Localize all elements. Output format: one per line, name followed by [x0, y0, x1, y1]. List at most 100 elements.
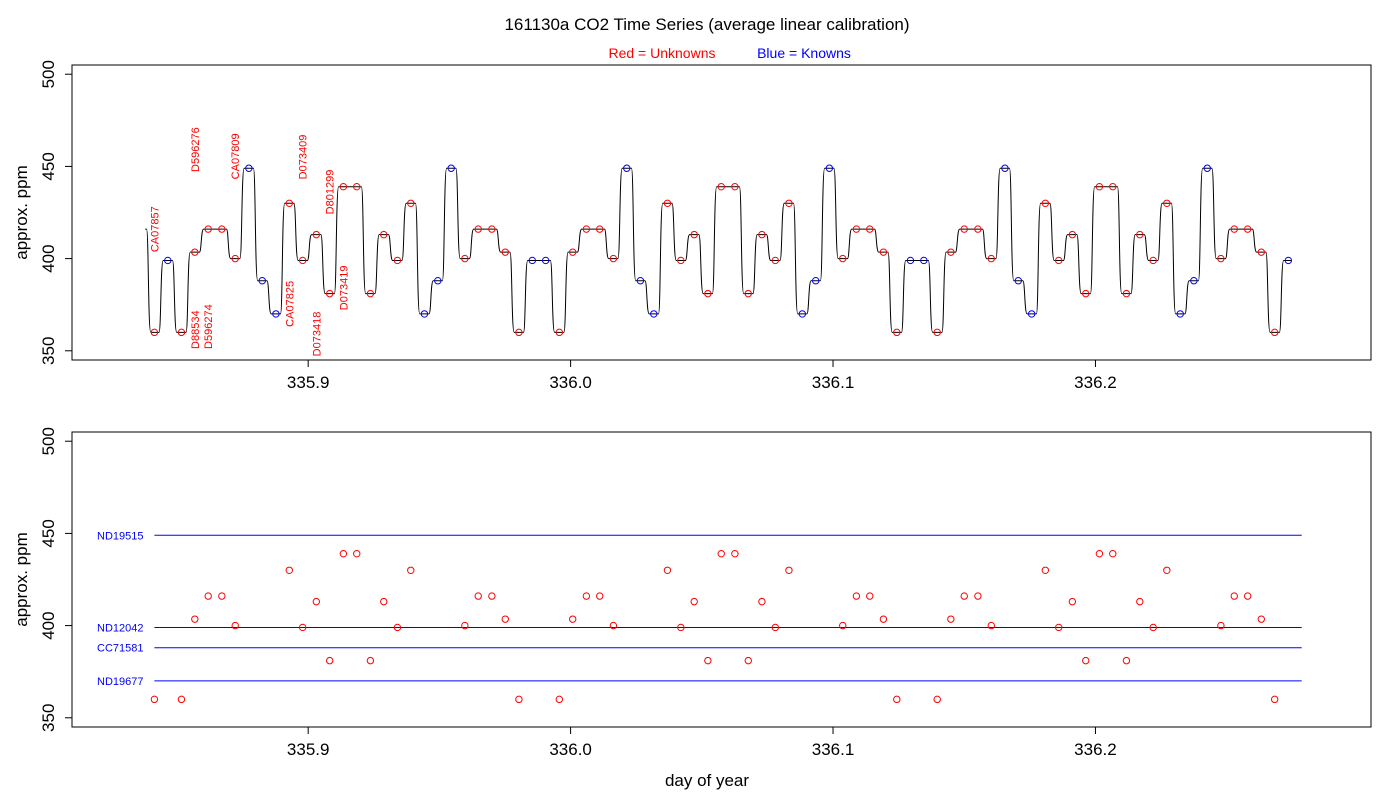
- bottom-x-tick-label: 335.9: [287, 740, 330, 759]
- top-points-layer: [150, 164, 1293, 337]
- unknown-point: [285, 566, 293, 574]
- bottom-y-tick-label: 350: [39, 704, 58, 732]
- bottom-y-tick-label: 450: [39, 519, 58, 547]
- unknown-point: [191, 248, 199, 256]
- top-panel: 350 400 450 500 335.9 336.0 336.1 336.2 approx…: [12, 60, 1372, 392]
- known-point: [1014, 277, 1023, 285]
- unknown-point: [474, 592, 482, 600]
- top-y-tick-label: 450: [39, 152, 58, 180]
- unknown-point: [380, 230, 388, 239]
- unknown-point: [731, 182, 739, 191]
- top-x-tick-label: 336.1: [812, 373, 855, 392]
- unknown-point: [758, 230, 766, 239]
- unknown-point: [596, 592, 604, 600]
- unknown-point: [582, 225, 591, 233]
- unknown-point: [1041, 566, 1050, 574]
- unknown-point: [879, 248, 888, 256]
- unknown-point: [231, 254, 239, 263]
- unknown-point: [177, 328, 186, 337]
- known-point: [528, 256, 536, 265]
- unknown-point: [515, 695, 523, 704]
- unknown-point: [555, 328, 564, 337]
- unknown-point: [690, 597, 698, 606]
- unknown-point: [461, 621, 469, 630]
- sample-id-label: D596274: [203, 304, 215, 349]
- bottom-y-tick-label: 500: [39, 427, 58, 455]
- unknown-point: [974, 225, 982, 233]
- unknown-point: [704, 656, 712, 665]
- top-y-tick-label: 500: [39, 60, 58, 88]
- unknown-point: [839, 621, 847, 630]
- known-point: [1001, 164, 1009, 172]
- unknown-point: [488, 592, 496, 600]
- unknown-point: [312, 230, 321, 239]
- unknown-point: [231, 621, 239, 630]
- sample-id-label: CA07809: [230, 133, 242, 179]
- unknown-point: [785, 199, 793, 207]
- bottom-panel: 350 400 450 500 335.9 336.0 336.1 336.2 approx…: [12, 427, 1372, 759]
- unknown-point: [1257, 248, 1266, 256]
- bottom-y-tick-label: 400: [39, 611, 58, 639]
- known-point: [272, 310, 280, 318]
- legend-blue-label: Blue = Knowns: [757, 45, 851, 61]
- bottom-x-axis: 335.9 336.0 336.1 336.2: [287, 726, 1117, 759]
- unknown-point: [407, 566, 415, 574]
- known-point: [1284, 256, 1293, 265]
- unknown-point: [1163, 566, 1171, 574]
- top-x-tick-label: 336.2: [1074, 373, 1117, 392]
- sample-id-label: D073418: [311, 312, 323, 357]
- unknown-point: [771, 623, 779, 632]
- known-point: [245, 164, 253, 172]
- known-point: [906, 256, 915, 265]
- unknown-point: [744, 656, 752, 665]
- unknown-point: [1217, 254, 1225, 263]
- unknown-point: [353, 182, 361, 191]
- unknown-point: [663, 199, 672, 207]
- x-axis-title: day of year: [665, 771, 749, 790]
- unknown-point: [353, 549, 361, 558]
- unknown-point: [298, 623, 307, 632]
- unknown-point: [298, 256, 307, 265]
- unknown-point: [1257, 615, 1266, 623]
- unknown-point: [690, 230, 698, 239]
- unknown-point: [717, 549, 725, 558]
- unknown-point: [1163, 199, 1171, 207]
- top-y-axis-title: approx. ppm: [12, 165, 31, 260]
- top-annotation-layer: CA07857 D88534 D596276 D596274 CA07809 CA0782…: [149, 127, 350, 356]
- known-point: [623, 164, 631, 172]
- known-point: [434, 277, 442, 285]
- unknown-point: [555, 695, 564, 704]
- unknown-point: [893, 695, 901, 704]
- top-trace-layer: [145, 167, 1292, 333]
- unknown-point: [1243, 592, 1252, 600]
- unknown-point: [1217, 621, 1225, 630]
- known-point: [1190, 277, 1198, 285]
- sample-id-label: D596276: [190, 127, 202, 172]
- top-trace-line: [145, 167, 1292, 333]
- unknown-point: [339, 549, 348, 558]
- bottom-x-tick-label: 336.1: [812, 740, 855, 759]
- unknown-point: [218, 225, 226, 233]
- unknown-point: [947, 248, 955, 256]
- unknown-point: [204, 225, 212, 233]
- unknown-point: [839, 254, 847, 263]
- unknown-point: [933, 695, 941, 704]
- bottom-reference-layer: ND19515 ND12042 CC71581 ND19677: [97, 530, 1302, 688]
- unknown-point: [852, 592, 861, 600]
- unknown-point: [461, 254, 469, 263]
- unknown-point: [852, 225, 861, 233]
- unknown-point: [1122, 289, 1131, 298]
- unknown-point: [758, 597, 766, 606]
- unknown-point: [596, 225, 604, 233]
- unknown-point: [1068, 230, 1077, 239]
- unknown-point: [1136, 597, 1144, 606]
- unknown-point: [285, 199, 293, 207]
- unknown-point: [1082, 289, 1090, 298]
- unknown-point: [569, 615, 577, 623]
- unknown-point: [1055, 623, 1063, 632]
- unknown-point: [1270, 328, 1279, 337]
- unknown-point: [1270, 695, 1279, 704]
- unknown-point: [393, 256, 402, 265]
- unknown-point: [717, 182, 725, 191]
- unknown-point: [218, 592, 226, 600]
